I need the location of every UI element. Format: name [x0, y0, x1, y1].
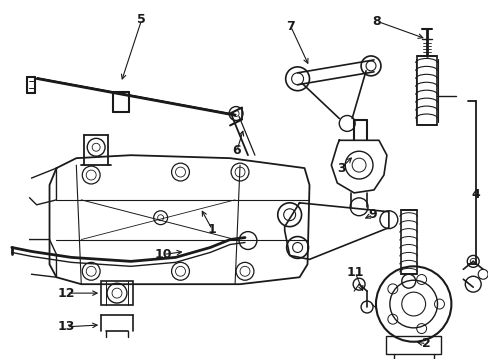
Bar	[386, 336, 441, 354]
Text: 5: 5	[137, 13, 146, 26]
Text: 10: 10	[155, 248, 172, 261]
Text: 4: 4	[472, 188, 481, 201]
Text: 7: 7	[286, 20, 295, 33]
Bar	[416, 56, 437, 125]
Text: 2: 2	[422, 337, 431, 350]
Text: 11: 11	[346, 266, 364, 279]
Bar	[101, 281, 133, 305]
Text: 13: 13	[58, 320, 75, 333]
Text: 3: 3	[337, 162, 345, 175]
Text: 9: 9	[368, 208, 377, 221]
Text: 1: 1	[208, 223, 217, 236]
Text: 8: 8	[373, 15, 381, 28]
Text: 12: 12	[58, 287, 75, 300]
Bar	[401, 210, 416, 274]
Text: 6: 6	[233, 144, 242, 157]
